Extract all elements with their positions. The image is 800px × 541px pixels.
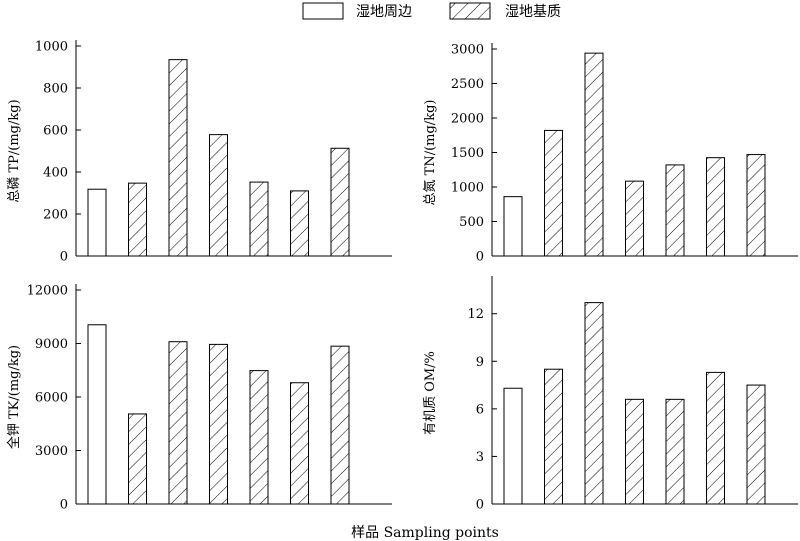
tp-y-tick-label: 200	[43, 208, 68, 223]
tk-bar-substrate-2	[128, 413, 147, 505]
tn-bar-substrate-5	[665, 164, 685, 257]
tk-y-tick-label: 12000	[27, 284, 68, 299]
om-y-tick-label: 3	[476, 450, 484, 465]
tk-bar-substrate-6	[290, 382, 309, 505]
tp-bar-substrate-5	[249, 181, 269, 257]
tn-bar-substrate-6	[706, 157, 725, 257]
om-y-tick-label: 9	[476, 355, 484, 370]
om-y-tick-label: 0	[476, 498, 484, 513]
om-bar-substrate-5	[665, 398, 685, 505]
om-y-tick-label: 6	[476, 402, 484, 417]
panel-tk: 0 3000 6000 9000 12000 全钾 TK/(mg/kg)	[6, 284, 392, 513]
tp-bar-substrate-4	[209, 134, 228, 257]
tk-y-tick-label: 9000	[35, 337, 68, 352]
x-axis-label: 样品 Sampling points	[351, 525, 499, 541]
tp-y-axis-label: 总磷 TP/(mg/kg)	[7, 99, 22, 202]
tk-y-tick-label: 6000	[35, 391, 68, 406]
tp-y-tick-label: 600	[43, 124, 68, 139]
tk-bar-substrate-7	[330, 345, 350, 505]
tp-y-tick-label: 800	[43, 82, 68, 97]
tk-y-tick-label: 3000	[35, 444, 68, 459]
tp-bar-substrate-6	[290, 190, 309, 257]
tk-bar-substrate-3	[168, 341, 188, 505]
legend-swatch-plain	[302, 2, 344, 20]
tn-bar-substrate-2	[544, 129, 563, 257]
tp-bar-periphery-1	[87, 188, 107, 257]
legend-label-hatch: 湿地基质	[505, 3, 561, 20]
om-bar-substrate-7	[746, 384, 766, 505]
om-bar-periphery-1	[503, 387, 523, 505]
tn-y-tick-label: 1500	[451, 146, 484, 161]
panel-tn: 0 500 1000 1500 2000 2500 3000 总氮 TN/(mg/kg)	[423, 43, 798, 265]
om-bar-substrate-4	[625, 398, 644, 505]
legend-swatch-hatch	[449, 2, 491, 20]
tn-y-tick-label: 1000	[451, 181, 484, 196]
om-bar-substrate-6	[706, 371, 725, 505]
tn-y-tick-label: 3000	[451, 43, 484, 58]
tn-bar-substrate-7	[746, 154, 766, 257]
tk-bar-periphery-1	[87, 324, 107, 505]
tp-y-tick-label: 400	[43, 166, 68, 181]
tk-y-axis-label: 全钾 TK/(mg/kg)	[6, 345, 22, 449]
tn-y-tick-label: 0	[476, 250, 484, 265]
tn-y-tick-label: 2500	[451, 77, 484, 92]
tk-bar-substrate-5	[249, 370, 269, 505]
om-y-axis-label: 有机质 OM/%	[423, 351, 438, 435]
tk-bar-substrate-4	[209, 343, 228, 505]
tn-y-tick-label: 2000	[451, 112, 484, 127]
tn-bar-substrate-4	[625, 180, 644, 257]
tp-bar-substrate-2	[128, 182, 147, 257]
om-bar-substrate-2	[544, 368, 563, 505]
om-bar-substrate-3	[584, 302, 604, 505]
tp-bar-substrate-3	[168, 59, 188, 257]
tp-y-tick-label: 1000	[35, 40, 68, 55]
panel-tp: 0 200 400 600 800 1000 总磷 TP/(mg/kg)	[7, 40, 392, 265]
legend: 湿地周边 湿地基质	[302, 2, 561, 20]
tn-bar-periphery-1	[503, 196, 523, 257]
tk-y-tick-label: 0	[60, 498, 68, 513]
panel-om: 0 3 6 9 12 有机质 OM/%	[423, 276, 798, 513]
om-y-tick-label: 12	[467, 307, 484, 322]
tn-y-tick-label: 500	[459, 215, 484, 230]
legend-label-plain: 湿地周边	[356, 4, 412, 20]
tp-bar-substrate-7	[330, 147, 350, 257]
tn-bar-substrate-3	[584, 52, 604, 257]
tn-y-axis-label: 总氮 TN/(mg/kg)	[423, 100, 438, 206]
tp-y-tick-label: 0	[60, 250, 68, 265]
